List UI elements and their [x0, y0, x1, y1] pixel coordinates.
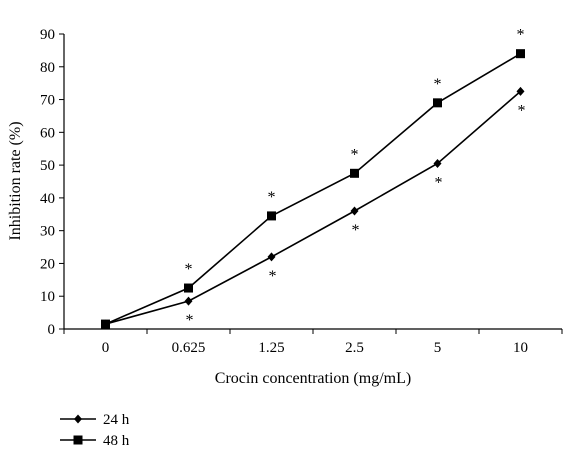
legend: 24 h 48 h — [60, 412, 130, 449]
series-line — [105, 52, 521, 325]
significance-marks: * * * * * * * * * * — [185, 27, 526, 329]
y-tick-label: 70 — [40, 93, 55, 109]
x-tick-label: 1.25 — [258, 340, 284, 356]
y-tick-label: 50 — [40, 158, 55, 174]
square-marker — [433, 98, 442, 108]
y-axis-title: Inhibition rate (%) — [7, 121, 24, 240]
diamond-marker — [184, 296, 193, 306]
x-tick-label: 5 — [434, 340, 442, 356]
legend-item: 24 h — [60, 412, 130, 428]
x-tick-label: 0.625 — [172, 340, 206, 356]
legend-label: 48 h — [103, 433, 130, 449]
square-marker — [184, 283, 193, 293]
diamond-marker — [350, 206, 359, 216]
y-tick-label: 80 — [40, 60, 55, 76]
legend-diamond-marker — [74, 414, 82, 424]
significance-asterisk: * — [518, 102, 526, 119]
significance-asterisk: * — [268, 189, 276, 206]
x-tick-label: 10 — [513, 340, 528, 356]
significance-asterisk: * — [352, 222, 360, 239]
diamond-marker — [516, 86, 525, 96]
square-marker — [267, 211, 276, 221]
y-tick-label: 20 — [40, 256, 55, 272]
significance-asterisk: * — [269, 268, 277, 285]
diamond-marker — [433, 158, 442, 168]
y-tick-label: 40 — [40, 191, 55, 207]
series-layer — [101, 49, 525, 329]
significance-asterisk: * — [435, 174, 443, 191]
series-upper — [101, 49, 525, 329]
axes — [63, 34, 562, 330]
legend-label: 24 h — [103, 412, 130, 428]
y-tick-label: 90 — [40, 27, 55, 43]
square-marker — [516, 49, 525, 59]
y-tick-label: 60 — [40, 125, 55, 141]
x-axis-title: Crocin concentration (mg/mL) — [215, 370, 411, 387]
square-marker — [350, 168, 359, 178]
significance-asterisk: * — [434, 76, 442, 93]
y-axis-ticks: 0 10 20 30 40 50 60 70 80 90 — [40, 27, 64, 338]
x-tick-label: 2.5 — [345, 340, 364, 356]
significance-asterisk: * — [185, 261, 193, 278]
significance-asterisk: * — [186, 312, 194, 329]
y-tick-label: 0 — [48, 322, 56, 338]
significance-asterisk: * — [517, 27, 525, 44]
legend-square-marker — [73, 435, 83, 445]
x-tick-label: 0 — [102, 340, 110, 356]
diamond-marker — [267, 252, 276, 262]
series-line — [105, 90, 522, 325]
significance-asterisk: * — [351, 146, 359, 163]
square-marker — [101, 319, 110, 329]
legend-item: 48 h — [60, 433, 130, 449]
series-lower — [101, 86, 525, 329]
y-tick-label: 10 — [40, 289, 55, 305]
y-tick-label: 30 — [40, 224, 55, 240]
x-axis-ticks: 0 0.625 1.25 2.5 5 10 — [63, 329, 563, 356]
